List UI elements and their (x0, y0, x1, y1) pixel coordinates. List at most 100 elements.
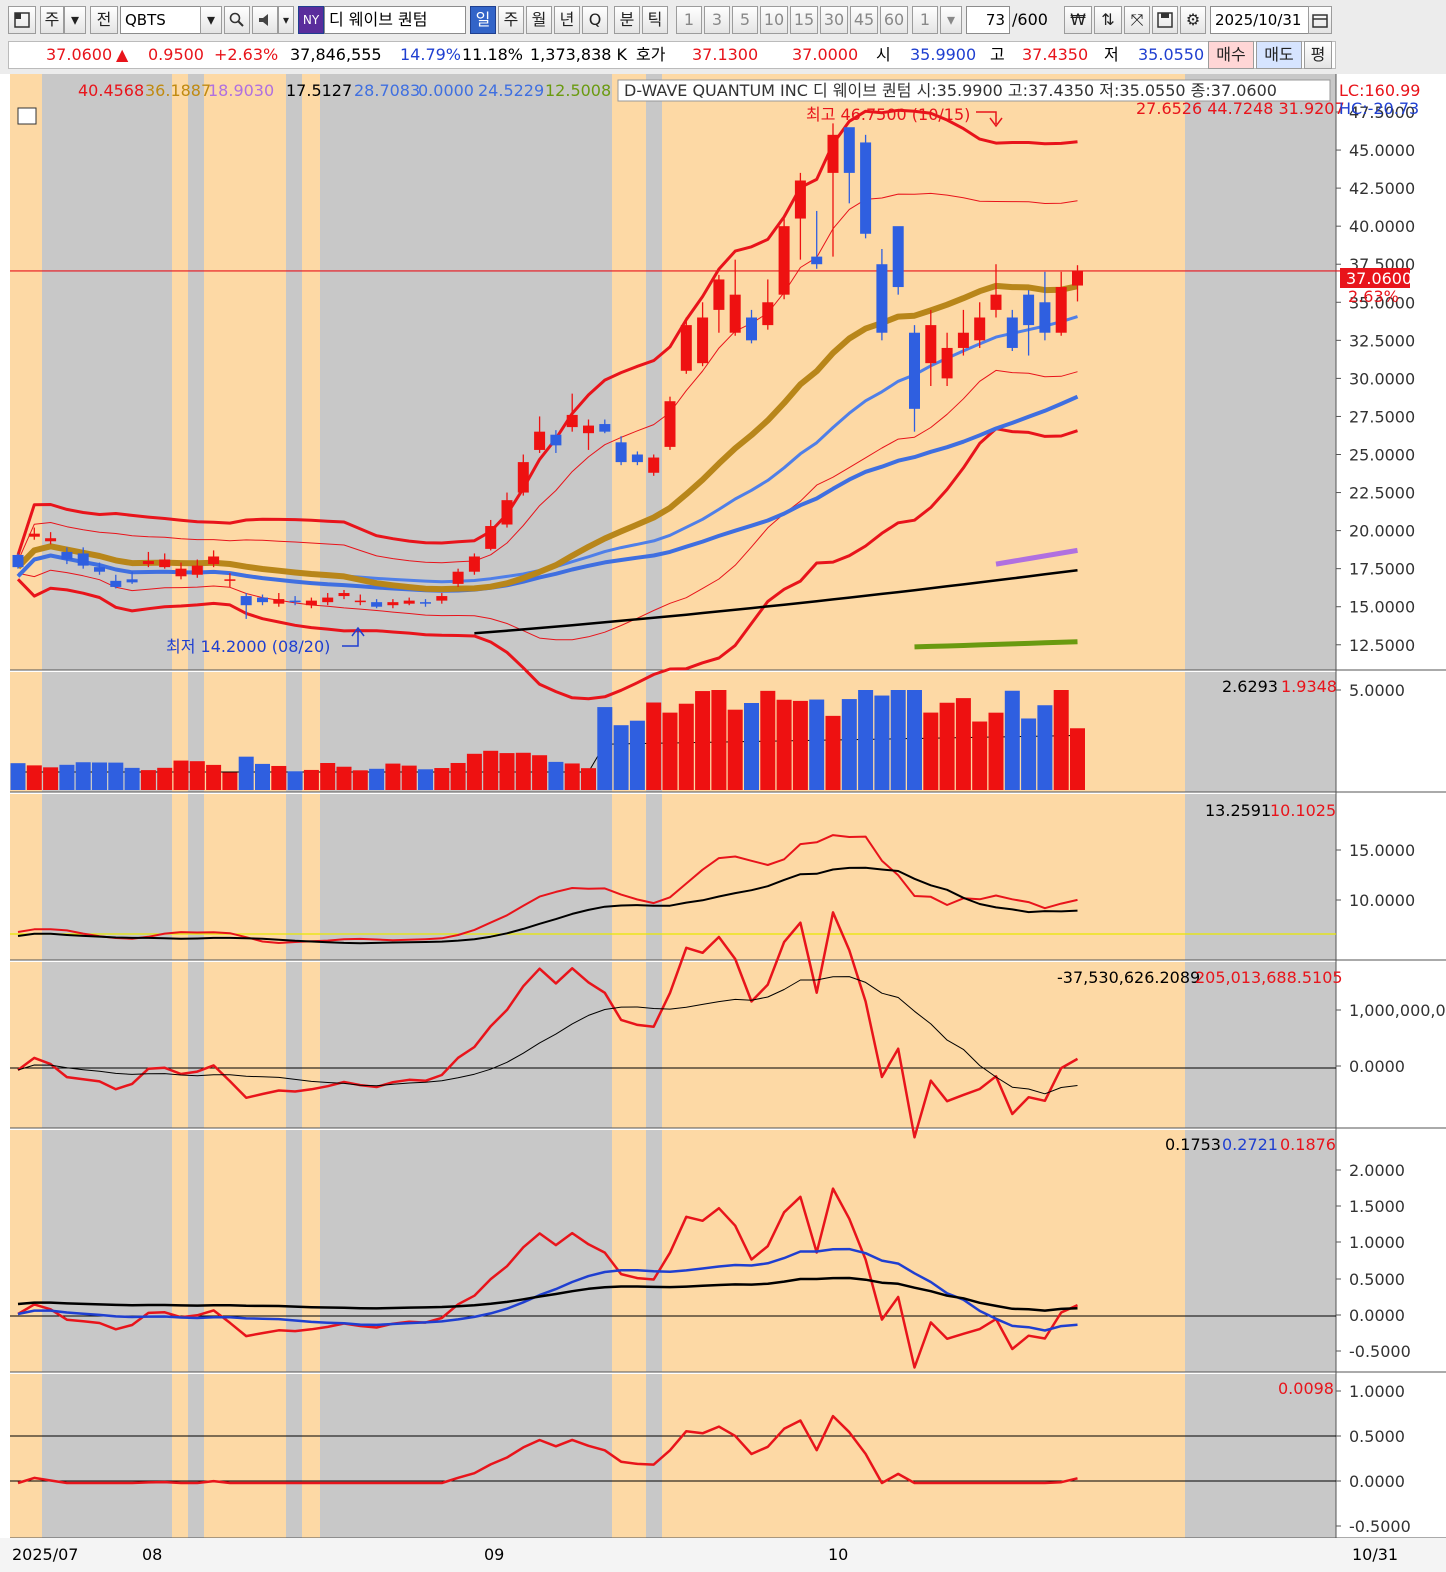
axis-labels: 47.500045.000042.500040.000037.500035.00… (1336, 103, 1446, 1536)
volume-bar-40 (662, 712, 678, 790)
candle-14 (240, 596, 252, 606)
period-week-button[interactable]: 주 (498, 6, 524, 34)
gray-band-3-2 (188, 962, 204, 1128)
annotation-high-arrow (976, 111, 1003, 128)
volume-bar-12 (206, 764, 222, 790)
open-label: 시 (876, 45, 891, 64)
p4-axis-label-4: 0.0000 (1349, 1306, 1405, 1325)
x-axis-strip (0, 1538, 1446, 1572)
candle-51 (843, 127, 855, 173)
p4-value-3: 0.1876 (1280, 1135, 1336, 1154)
candle-3 (61, 551, 73, 560)
period-tick-button[interactable]: 틱 (642, 6, 668, 34)
ma-long-line (474, 568, 1078, 635)
count-input[interactable]: 73 (966, 6, 1010, 34)
price-axis-label-6: 32.5000 (1349, 331, 1415, 350)
candle-39 (648, 457, 660, 473)
volume-bar-6 (108, 762, 124, 790)
gray-band-3-1 (140, 962, 172, 1128)
toolbar: 주 ▾ 전 QBTS ▾ ▾ NY 디 웨이브 퀀텀 일 주 월 년 Q 분 틱… (0, 0, 1446, 74)
volume-bar-21 (352, 770, 368, 790)
envelope-upper (17, 192, 1078, 564)
candle-49 (811, 256, 823, 265)
period-quarter-button[interactable]: Q (582, 6, 608, 34)
currency-icon[interactable]: ₩ (1064, 6, 1092, 34)
volume-bar-1 (26, 765, 42, 790)
gray-band-2-4 (320, 794, 612, 960)
gray-band-4-4 (320, 1130, 612, 1372)
candle-1 (28, 533, 40, 537)
volume-bar-20 (336, 766, 352, 790)
market-dropdown-icon[interactable]: ▾ (64, 6, 86, 34)
interval-dropdown-icon[interactable]: ▾ (940, 6, 962, 34)
volume-bar-58 (955, 698, 971, 790)
p3-value-1: -37,530,626.2089 (1057, 968, 1200, 987)
volume-bar-15 (255, 763, 270, 790)
candle-56 (925, 325, 937, 364)
current-price-label: 37.0600 (1346, 269, 1412, 288)
p4-axis-label-2: 1.0000 (1349, 1233, 1405, 1252)
symbol-dropdown-icon[interactable]: ▾ (200, 6, 222, 34)
candle-52 (860, 142, 872, 234)
search-icon[interactable] (224, 6, 250, 34)
market-select[interactable]: 주 (40, 6, 64, 34)
minute-3-button[interactable]: 3 (704, 6, 730, 34)
volume-bar-37 (613, 725, 629, 790)
drawing-icon[interactable]: ⤧ (1124, 6, 1150, 34)
volume-bar-17 (287, 771, 303, 790)
sell-button[interactable]: 매도 (1256, 41, 1302, 69)
all-button[interactable]: 전 (90, 6, 118, 34)
sound-dropdown-icon[interactable]: ▾ (278, 6, 294, 34)
volume-bar-27 (450, 762, 466, 790)
buy-button[interactable]: 매수 (1208, 41, 1254, 69)
quote-price: 37.0600 (46, 45, 113, 64)
candle-11 (191, 565, 203, 575)
custom-interval-button[interactable]: 1 (912, 6, 938, 34)
legend-value-8: 12.5008 (545, 81, 611, 100)
p3-red-line (17, 911, 1079, 1139)
hc-value: HC:-20.73 (1339, 99, 1419, 118)
minute-45-button[interactable]: 45 (850, 6, 878, 34)
candle-26 (436, 596, 448, 601)
price-axis-label-9: 25.0000 (1349, 446, 1415, 465)
quote-volume: 37,846,555 (290, 45, 382, 64)
panel-future-area-3 (1185, 962, 1336, 1128)
volume-bar-42 (695, 691, 711, 790)
candle-22 (371, 602, 383, 607)
minute-15-button[interactable]: 15 (790, 6, 818, 34)
price-axis-label-0: 47.5000 (1349, 103, 1415, 122)
legend-value-3: 18.9030 (208, 81, 274, 100)
volume-bar-63 (1037, 705, 1053, 790)
price-axis-label-7: 30.0000 (1349, 369, 1415, 388)
panel-toggle-icon[interactable] (17, 107, 37, 125)
period-year-button[interactable]: 년 (554, 6, 580, 34)
minute-30-button[interactable]: 30 (820, 6, 848, 34)
gear-icon[interactable]: ⚙ (1180, 6, 1206, 34)
indicator-icon[interactable]: ⇅ (1094, 6, 1122, 34)
symbol-input[interactable]: QBTS (120, 6, 202, 34)
candle-45 (746, 317, 757, 341)
volume-bar-0 (10, 763, 26, 790)
volume-bar-25 (418, 769, 433, 790)
period-month-button[interactable]: 월 (526, 6, 552, 34)
volume-bar-64 (1053, 690, 1069, 790)
period-day-button[interactable]: 일 (470, 6, 496, 34)
date-input[interactable]: 2025/10/31 (1210, 6, 1310, 34)
save-icon[interactable] (1152, 6, 1178, 34)
minute-5-button[interactable]: 5 (732, 6, 758, 34)
stock-chart[interactable]: 47.500045.000042.500040.000037.500035.00… (0, 74, 1446, 1572)
candle-7 (126, 579, 138, 583)
layout-icon[interactable] (8, 6, 36, 34)
average-button[interactable]: 평 (1304, 41, 1332, 69)
up-arrow-icon: ▲ (116, 45, 129, 64)
candle-0 (12, 554, 24, 568)
minute-1-button[interactable]: 1 (676, 6, 702, 34)
sound-icon[interactable] (252, 6, 278, 34)
volume-bar-35 (581, 768, 596, 790)
period-minute-button[interactable]: 분 (614, 6, 640, 34)
calendar-icon[interactable] (1308, 6, 1332, 34)
candle-34 (566, 414, 578, 428)
minute-60-button[interactable]: 60 (880, 6, 908, 34)
volume-bar-50 (825, 715, 841, 790)
minute-10-button[interactable]: 10 (760, 6, 788, 34)
